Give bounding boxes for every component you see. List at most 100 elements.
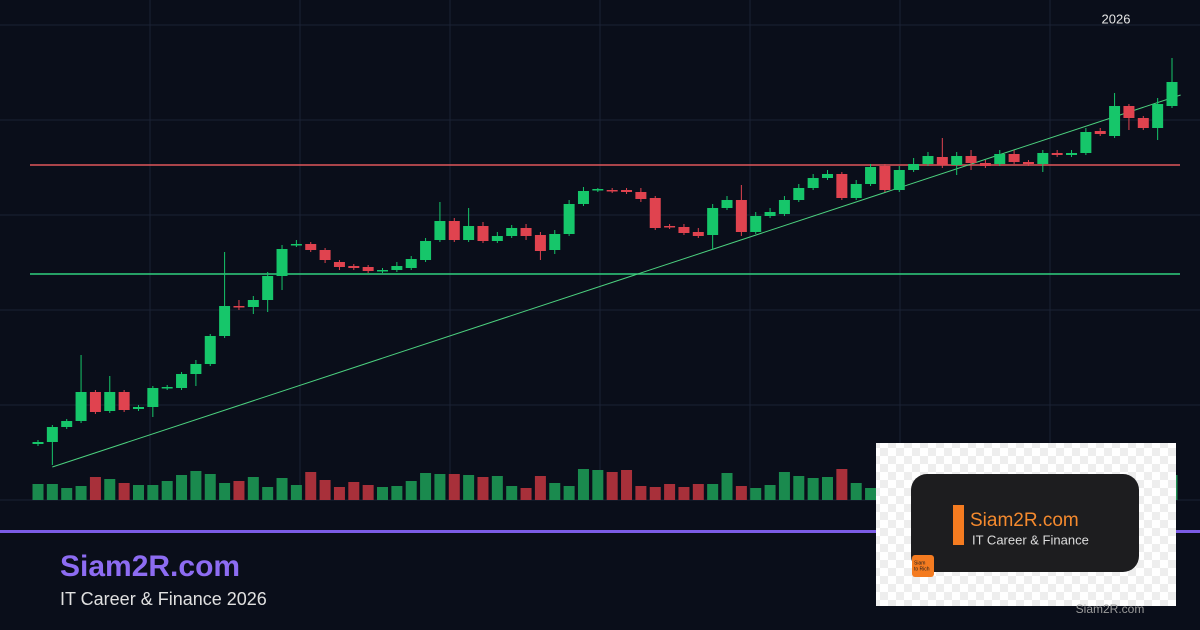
candle-body xyxy=(1008,154,1020,162)
candle-body xyxy=(61,421,73,427)
candle-body xyxy=(778,200,790,214)
candle-body xyxy=(305,244,317,250)
volume-bar xyxy=(592,470,604,500)
candle-body xyxy=(534,235,546,251)
badge-card xyxy=(911,474,1139,572)
volume-bar xyxy=(793,476,805,500)
candle-body xyxy=(506,228,518,236)
volume-bar xyxy=(290,485,302,500)
volume-bar xyxy=(132,485,144,500)
volume-bar xyxy=(534,476,546,500)
volume-bar xyxy=(463,475,475,500)
badge-bar xyxy=(953,505,964,545)
candle-body xyxy=(290,244,302,246)
candle-body xyxy=(649,198,661,228)
volume-bar xyxy=(420,473,432,500)
candle-body xyxy=(678,227,690,233)
candle-body xyxy=(118,392,130,410)
candle-body xyxy=(979,163,991,166)
candle-body xyxy=(491,236,503,241)
candle-body xyxy=(420,241,432,260)
volume-bar xyxy=(448,474,460,500)
volume-bar xyxy=(491,476,503,500)
trend-line xyxy=(52,94,1181,468)
footer-subtitle: IT Career & Finance 2026 xyxy=(60,589,267,609)
volume-bar xyxy=(821,477,833,500)
volume-bar xyxy=(319,480,331,500)
candle-body xyxy=(936,157,948,165)
candle-body xyxy=(764,212,776,216)
volume-bar xyxy=(606,472,618,500)
volume-bar xyxy=(46,484,58,500)
volume-bar xyxy=(362,485,374,500)
footer-title: Siam2R.com xyxy=(60,550,240,583)
candle-body xyxy=(836,174,848,198)
candle-body xyxy=(807,178,819,188)
candle-body xyxy=(176,374,188,388)
candle-body xyxy=(1123,106,1135,118)
candle-body xyxy=(463,226,475,240)
volume-bar xyxy=(778,472,790,500)
volume-bar xyxy=(520,488,532,500)
candle-body xyxy=(707,208,719,235)
volume-bar xyxy=(506,486,518,500)
volume-bar xyxy=(750,488,762,500)
candle-body xyxy=(735,200,747,232)
candle-body xyxy=(951,156,963,165)
candle-body xyxy=(721,200,733,208)
candle-body xyxy=(89,392,101,412)
badge-title: Siam2R.com xyxy=(970,510,1079,531)
volume-bar xyxy=(477,477,489,500)
volume-bar xyxy=(276,478,288,500)
candle-body xyxy=(1022,162,1034,164)
candle-body xyxy=(908,164,920,170)
candle-body xyxy=(1166,82,1178,106)
candle-body xyxy=(104,392,116,411)
volume-bar xyxy=(391,486,403,500)
badge-icon xyxy=(912,555,934,577)
volume-bar xyxy=(707,484,719,500)
candle-body xyxy=(32,442,44,444)
volume-bar xyxy=(233,481,245,500)
candle-body xyxy=(161,387,173,389)
candle-body xyxy=(850,184,862,198)
candle-body xyxy=(520,228,532,236)
volume-bar xyxy=(621,470,633,500)
candle-body xyxy=(1109,106,1121,136)
candle-body xyxy=(247,300,259,307)
volume-bar xyxy=(75,486,87,500)
volume-bar xyxy=(850,483,862,500)
candle-body xyxy=(922,156,934,164)
volume-bar xyxy=(305,472,317,500)
volume-bar xyxy=(764,485,776,500)
volume-bar xyxy=(104,479,116,500)
volume-bar xyxy=(721,473,733,500)
volume-bar xyxy=(190,471,202,500)
candle-body xyxy=(333,262,345,267)
candle-body xyxy=(577,191,589,204)
candle-body xyxy=(348,266,360,268)
candle-body xyxy=(1080,132,1092,153)
candle-body xyxy=(377,270,389,272)
volume-bar xyxy=(118,483,130,500)
candle-body xyxy=(1037,153,1049,164)
candle-body xyxy=(190,364,202,374)
badge-icon-text: to Rich xyxy=(914,566,930,572)
volume-bar xyxy=(664,484,676,500)
candle-body xyxy=(664,226,676,228)
badge: Siam2R.com IT Career & Finance Siam to R… xyxy=(876,443,1176,616)
candle-body xyxy=(262,276,274,300)
volume-bar xyxy=(649,487,661,500)
candle-body xyxy=(893,170,905,190)
candle-body xyxy=(448,221,460,240)
candle-body xyxy=(965,156,977,163)
volume-bar xyxy=(147,485,159,500)
candle-body xyxy=(132,407,144,409)
volume-bar xyxy=(434,474,446,500)
candle-body xyxy=(46,427,58,442)
candle-body xyxy=(362,267,374,271)
candle-body xyxy=(219,306,231,336)
candle-body xyxy=(1137,118,1149,128)
volume-bar xyxy=(563,486,575,500)
